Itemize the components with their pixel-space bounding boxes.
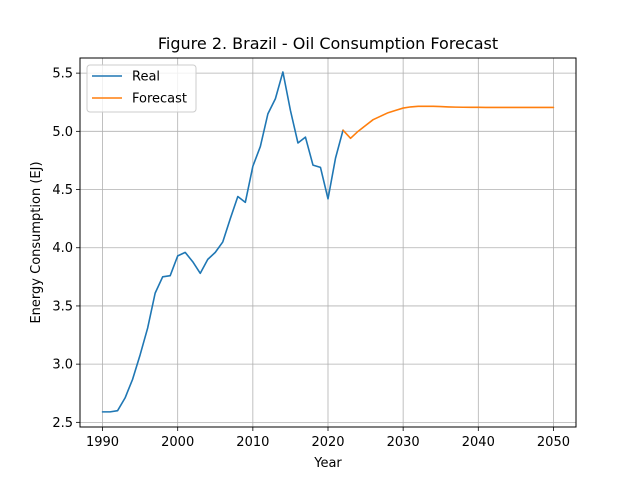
y-tick-label: 4.0 <box>52 241 73 256</box>
series-line-forecast <box>342 105 555 140</box>
x-tick-label: 2040 <box>462 435 495 450</box>
y-axis-ticks: 2.5 3.0 3.5 4.0 4.5 5.0 5.5 <box>52 67 80 431</box>
legend: Real Forecast <box>86 64 197 113</box>
x-tick-label: 2000 <box>161 435 194 450</box>
x-axis-ticks: 1990 2000 2010 2020 2030 2040 2050 <box>86 427 570 450</box>
series-lines <box>101 71 555 413</box>
x-tick-label: 2050 <box>537 435 570 450</box>
x-axis-label: Year <box>313 456 342 471</box>
y-tick-label: 5.5 <box>52 67 73 82</box>
y-tick-label: 5.0 <box>52 125 73 140</box>
y-tick-label: 4.5 <box>52 183 73 198</box>
legend-label-forecast: Forecast <box>132 92 187 107</box>
legend-label-real: Real <box>132 70 160 85</box>
x-tick-label: 2030 <box>387 435 420 450</box>
grid-lines <box>80 58 576 427</box>
x-tick-label: 2010 <box>236 435 269 450</box>
y-tick-label: 3.0 <box>52 358 73 373</box>
x-tick-label: 1990 <box>86 435 119 450</box>
y-tick-label: 2.5 <box>52 416 73 431</box>
chart-title: Figure 2. Brazil - Oil Consumption Forec… <box>158 34 498 53</box>
y-tick-label: 3.5 <box>52 299 73 314</box>
x-tick-label: 2020 <box>311 435 344 450</box>
series-line-real <box>101 71 344 413</box>
y-axis-label: Energy Consumption (EJ) <box>29 161 44 323</box>
